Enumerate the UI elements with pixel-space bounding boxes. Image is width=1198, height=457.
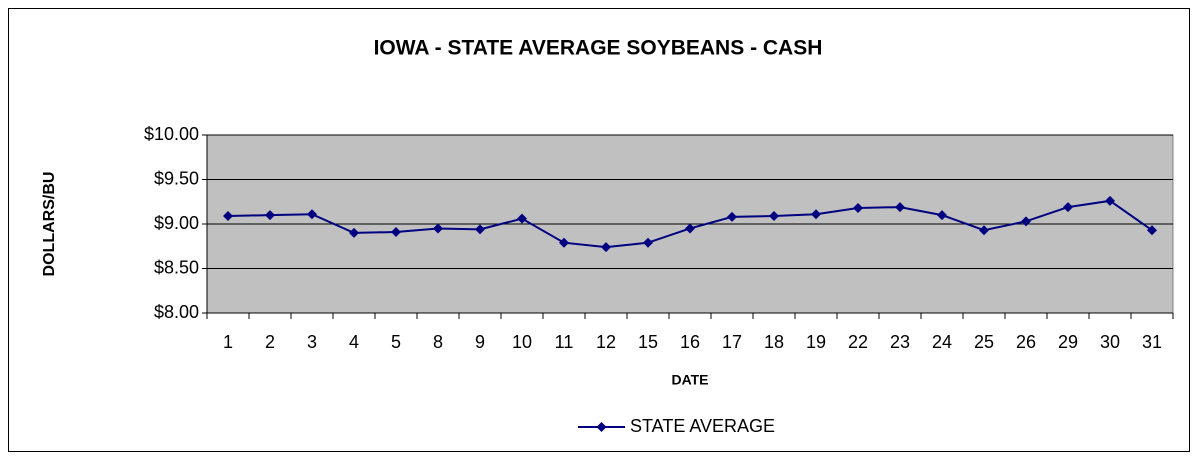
point-marker [559, 237, 569, 248]
point-marker [853, 202, 863, 213]
x-tick-label: 15 [638, 332, 658, 352]
point-marker [937, 210, 947, 221]
y-tick-label: $8.50 [154, 257, 199, 277]
x-tick-label: 23 [890, 332, 910, 352]
point-marker [517, 213, 527, 224]
x-tick-label: 10 [512, 332, 532, 352]
x-tick-label: 17 [722, 332, 742, 352]
y-tick-label: $9.50 [154, 168, 199, 188]
x-axis-label: DATE [671, 372, 708, 388]
x-tick-label: 3 [307, 332, 317, 352]
chart-title: IOWA - STATE AVERAGE SOYBEANS - CASH [374, 37, 823, 60]
point-marker [475, 224, 485, 235]
x-tick-label: 29 [1058, 332, 1078, 352]
x-tick-label: 4 [349, 332, 359, 352]
x-tick-label: 19 [806, 332, 826, 352]
x-tick-label: 30 [1100, 332, 1120, 352]
x-tick-label: 31 [1142, 332, 1162, 352]
point-marker [979, 225, 989, 236]
point-marker [643, 237, 653, 248]
point-marker [1105, 195, 1115, 206]
x-tick-label: 24 [932, 332, 952, 352]
point-marker [685, 223, 695, 234]
y-tick-label: $9.00 [154, 213, 199, 233]
x-tick-label: 5 [391, 332, 401, 352]
x-tick-label: 2 [265, 332, 275, 352]
point-marker [895, 202, 905, 213]
point-marker [811, 209, 821, 220]
y-tick-label: $8.00 [154, 302, 199, 322]
legend-label: STATE AVERAGE [630, 416, 775, 436]
point-marker [727, 211, 737, 222]
x-tick-label: 18 [764, 332, 784, 352]
x-tick-label: 1 [223, 332, 233, 352]
point-marker [265, 210, 275, 221]
x-tick-label: 16 [680, 332, 700, 352]
x-tick-label: 9 [475, 332, 485, 352]
point-marker [769, 210, 779, 221]
point-marker [223, 210, 233, 221]
y-axis-label: DOLLARS/BU [41, 172, 58, 277]
point-marker [1021, 216, 1031, 227]
x-tick-label: 12 [596, 332, 616, 352]
legend-marker [596, 422, 607, 432]
point-marker [307, 209, 317, 220]
x-tick-label: 26 [1016, 332, 1036, 352]
point-marker [601, 242, 611, 253]
point-marker [349, 227, 359, 238]
point-marker [1063, 202, 1073, 213]
x-tick-label: 11 [555, 332, 574, 352]
point-marker [433, 223, 443, 234]
x-tick-label: 22 [848, 332, 868, 352]
point-marker [1147, 225, 1157, 236]
x-tick-label: 8 [433, 332, 443, 352]
x-tick-label: 25 [974, 332, 994, 352]
y-tick-label: $10.00 [144, 124, 199, 144]
point-marker [391, 227, 401, 238]
